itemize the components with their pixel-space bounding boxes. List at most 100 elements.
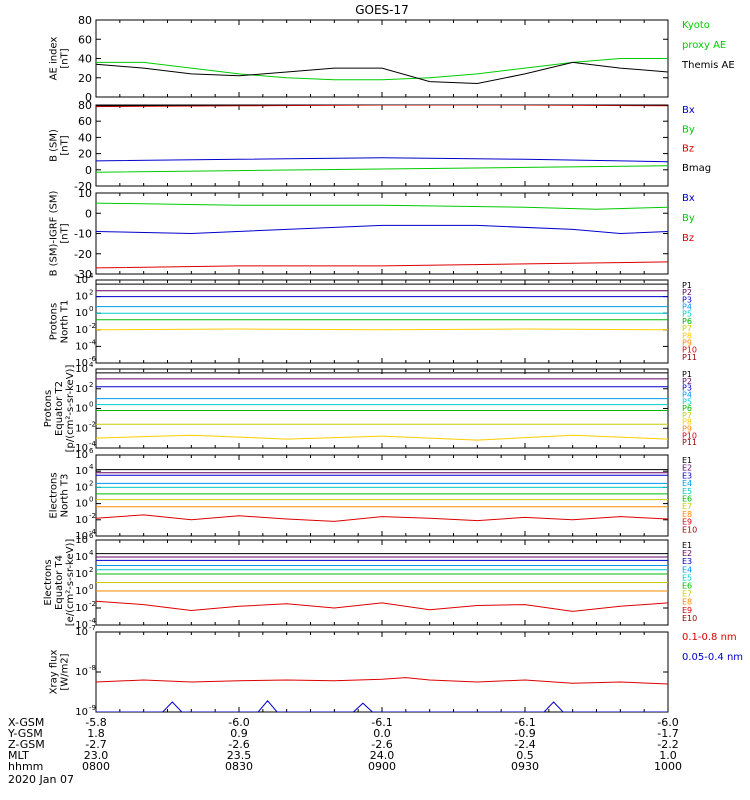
legend-bz: Bz: [682, 144, 694, 155]
series-0-05-0-4-nm: [96, 700, 668, 712]
orbit-value: 0.0: [373, 727, 391, 740]
y-tick-label: 10: [78, 187, 92, 200]
legend-e9: E9: [682, 518, 692, 527]
y-axis-title: Electrons: [43, 559, 54, 605]
series-bx: [96, 224, 668, 235]
y-tick-label: 80: [78, 99, 92, 112]
y-tick-exponent: 0: [89, 305, 93, 313]
legend-p10: P10: [682, 346, 697, 355]
y-tick-label: -20: [74, 180, 92, 193]
y-tick-label: 10: [75, 308, 88, 319]
legend-by: By: [682, 213, 695, 224]
series-kyoto-proxy-ae: [96, 58, 668, 81]
orbit-value: -1.7: [657, 727, 678, 740]
legend-p2: P2: [682, 377, 692, 386]
y-tick-label: 60: [78, 115, 92, 128]
orbit-value: -2.4: [514, 738, 535, 751]
y-tick-exponent: -8: [89, 664, 96, 672]
legend-p5: P5: [682, 310, 692, 319]
legend-e5: E5: [682, 487, 692, 496]
legend-e6: E6: [682, 582, 692, 591]
y-tick-exponent: 4: [89, 463, 94, 471]
y-tick-exponent: 2: [89, 381, 93, 389]
legend-bmag: Bmag: [682, 163, 711, 174]
orbit-value: -5.8: [85, 716, 106, 729]
series-p8: [96, 434, 668, 441]
y-tick-exponent: -2: [89, 420, 96, 428]
y-tick-exponent: 2: [89, 566, 93, 574]
y-axis-title: [nT]: [60, 48, 71, 68]
y-tick-exponent: -2: [89, 600, 96, 608]
y-tick-exponent: 0: [89, 401, 93, 409]
legend-p9: P9: [682, 425, 692, 434]
y-tick-label: 10: [75, 358, 88, 369]
y-tick-exponent: -2: [89, 322, 96, 330]
time-axis: X-GSM -5.8 -6.0 -6.1 -6.1 -6.0Y-GSM 1.8 0.9 0.0-…: [7, 716, 682, 773]
y-tick-exponent: 4: [89, 361, 94, 369]
orbit-row-label: X-GSM: [8, 716, 44, 729]
y-tick-exponent: -2: [89, 512, 96, 520]
legend-p8: P8: [682, 331, 692, 340]
orbit-value: -6.1: [371, 716, 392, 729]
y-tick-label: 10: [75, 292, 88, 303]
series-e9: [96, 600, 668, 612]
y-tick-label: 10: [75, 627, 88, 638]
legend-p1: P1: [682, 370, 692, 379]
orbit-value: -6.0: [228, 716, 249, 729]
chart-title: GOES-17: [355, 3, 409, 17]
legend-0-05-0-4-nm: 0.05-0.4 nm: [682, 652, 743, 663]
legend-e4: E4: [682, 479, 692, 488]
y-tick-exponent: -6: [89, 355, 97, 363]
y-tick-exponent: 6: [89, 447, 94, 455]
legend-e1: E1: [682, 541, 692, 550]
y-tick-label: 10: [75, 707, 88, 718]
y-tick-label: 20: [78, 148, 92, 161]
y-tick-label: 10: [75, 423, 88, 434]
orbit-value: -2.7: [85, 738, 106, 751]
y-tick-label: 10: [75, 531, 88, 542]
series-p7: [96, 328, 668, 331]
y-tick-label: 10: [75, 603, 88, 614]
y-tick-exponent: -4: [89, 338, 97, 346]
y-axis-title: [W/m2]: [60, 653, 71, 690]
y-tick-exponent: -4: [89, 528, 97, 536]
panel-frame: [95, 279, 669, 364]
orbit-row-label: Z-GSM: [8, 738, 45, 751]
legend-e2: E2: [682, 549, 692, 558]
y-axis-title: Protons: [49, 303, 60, 340]
legend-p1: P1: [682, 281, 692, 290]
orbit-value: 24.0: [370, 749, 395, 762]
orbit-row-label: hhmm: [8, 760, 43, 773]
y-tick-label: 10: [75, 667, 88, 678]
y-tick-label: 20: [78, 72, 92, 85]
series-bx: [96, 157, 668, 163]
orbit-value: 1.0: [659, 749, 677, 762]
orbit-value: 0930: [511, 760, 539, 773]
orbit-value: 23.0: [84, 749, 109, 762]
y-axis-title: AE index: [49, 37, 60, 81]
y-tick-label: 10: [75, 275, 88, 286]
legend-e8: E8: [682, 510, 692, 519]
y-axis-title: Xray flux: [49, 650, 60, 695]
series-by: [96, 165, 668, 173]
date-label: 2020 Jan 07: [8, 773, 74, 786]
panel-frame: [95, 19, 669, 98]
legend-e7: E7: [682, 502, 692, 511]
y-tick-exponent: 6: [89, 532, 94, 540]
y-tick-label: 0: [85, 164, 92, 177]
series-bz: [96, 261, 668, 269]
y-axis-title: Equator T4: [54, 555, 65, 610]
y-tick-label: 10: [75, 341, 88, 352]
legend-p8: P8: [682, 418, 692, 427]
legend-p6: P6: [682, 404, 692, 413]
orbit-value: -2.2: [657, 738, 678, 751]
y-axis-title: Electrons: [49, 472, 60, 518]
legend-bx: Bx: [682, 105, 695, 116]
y-tick-label: 10: [75, 499, 88, 510]
legend-p5: P5: [682, 397, 692, 406]
y-tick-label: 10: [75, 450, 88, 461]
orbit-value: 0830: [225, 760, 253, 773]
